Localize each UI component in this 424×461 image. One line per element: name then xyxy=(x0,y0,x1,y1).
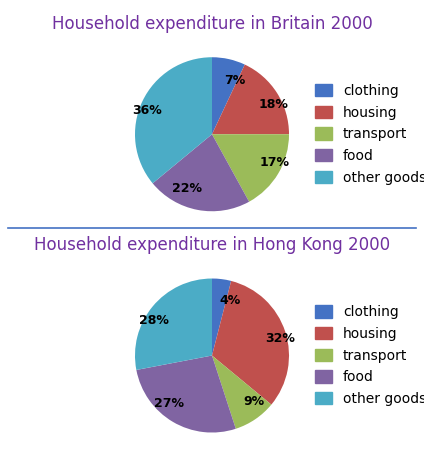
Legend: clothing, housing, transport, food, other goods: clothing, housing, transport, food, othe… xyxy=(315,84,424,184)
Wedge shape xyxy=(135,57,212,183)
Wedge shape xyxy=(212,57,245,134)
Wedge shape xyxy=(212,134,289,202)
Wedge shape xyxy=(153,134,249,211)
Text: 32%: 32% xyxy=(265,332,295,345)
Text: 18%: 18% xyxy=(259,98,289,111)
Wedge shape xyxy=(135,278,212,370)
Text: Household expenditure in Hong Kong 2000: Household expenditure in Hong Kong 2000 xyxy=(34,236,390,254)
Wedge shape xyxy=(212,278,231,355)
Text: 27%: 27% xyxy=(154,397,184,410)
Text: 4%: 4% xyxy=(219,294,240,307)
Wedge shape xyxy=(212,281,289,405)
Text: 9%: 9% xyxy=(243,395,264,408)
Wedge shape xyxy=(212,65,289,134)
Wedge shape xyxy=(137,355,236,432)
Legend: clothing, housing, transport, food, other goods: clothing, housing, transport, food, othe… xyxy=(315,305,424,406)
Wedge shape xyxy=(212,355,271,429)
Text: 28%: 28% xyxy=(139,313,169,327)
Text: Household expenditure in Britain 2000: Household expenditure in Britain 2000 xyxy=(52,15,372,33)
Text: 7%: 7% xyxy=(224,74,245,87)
Text: 36%: 36% xyxy=(132,104,162,117)
Text: 22%: 22% xyxy=(172,182,201,195)
Text: 17%: 17% xyxy=(260,156,290,169)
